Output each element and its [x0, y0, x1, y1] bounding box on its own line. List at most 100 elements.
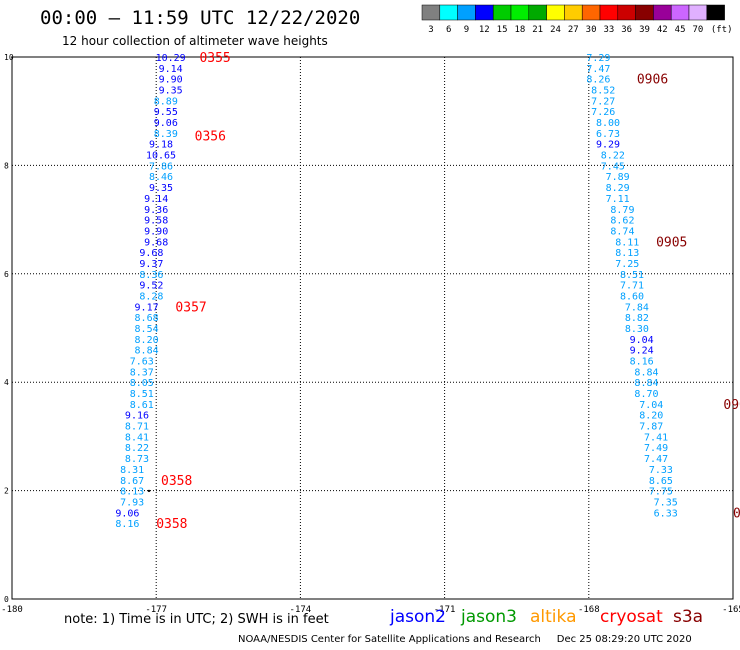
wave-height-label: 9.35 — [149, 183, 173, 194]
wave-height-label: 7.47 — [644, 454, 668, 465]
wave-height-label: 8.13 — [120, 487, 144, 498]
wave-height-label: 9.14 — [144, 194, 168, 205]
wave-height-label: 10.65 — [146, 151, 176, 162]
wave-height-label: 8.61 — [130, 400, 154, 411]
wave-height-label: 7.04 — [639, 400, 663, 411]
wave-height-label: 8.60 — [620, 291, 644, 302]
wave-height-label: 9.36 — [144, 205, 168, 216]
chart-title: 00:00 – 11:59 UTC 12/22/2020 — [40, 7, 361, 29]
x-tick-label: -171 — [434, 605, 456, 615]
colorbar-label: 36 — [621, 25, 632, 35]
wave-height-label: 7.41 — [644, 432, 668, 443]
colorbar-swatch — [564, 4, 583, 21]
wave-height-label: 9.35 — [159, 86, 183, 97]
wave-height-label: 8.37 — [130, 367, 154, 378]
wave-height-label: 7.86 — [149, 161, 173, 172]
wave-height-label: 7.29 — [586, 53, 610, 64]
units-note: note: 1) Time is in UTC; 2) SWH is in fe… — [64, 612, 329, 627]
colorbar-swatch — [510, 4, 530, 21]
wave-height-label: 8.82 — [625, 313, 649, 324]
x-tick-label: -165 — [722, 605, 740, 615]
wave-height-label: 9.90 — [144, 226, 168, 237]
wave-height-label: 8.74 — [610, 226, 634, 237]
x-tick-label: -168 — [578, 605, 600, 615]
footer-credit: NOAA/NESDIS Center for Satellite Applica… — [238, 634, 692, 645]
wave-height-label: 7.93 — [120, 497, 144, 508]
wave-height-label: 7.26 — [591, 107, 615, 118]
y-tick-label: 0 — [4, 595, 9, 604]
wave-height-label: 7.71 — [620, 281, 644, 292]
wave-height-label: 9.24 — [630, 346, 654, 357]
colorbar-swatch — [635, 4, 654, 21]
wave-height-label: 9.16 — [125, 411, 149, 422]
wave-height-label: 8.13 — [615, 248, 639, 259]
y-tick-label: 8 — [4, 161, 9, 170]
wave-height-label: 8.22 — [601, 151, 625, 162]
wave-height-label: 8.26 — [586, 75, 610, 86]
wave-height-label: 8.73 — [125, 454, 149, 465]
wave-height-label: 8.89 — [154, 96, 178, 107]
x-tick-label: -180 — [1, 605, 23, 615]
y-tick-label: 10 — [4, 53, 14, 62]
time-label: 0357 — [175, 300, 206, 315]
wave-height-label: 7.87 — [639, 422, 663, 433]
time-label: 0905 — [656, 235, 687, 250]
colorbar-swatch — [706, 4, 725, 21]
colorbar-swatch — [599, 4, 619, 21]
wave-height-label: 8.52 — [591, 86, 615, 97]
wave-height-label: 7.49 — [644, 443, 668, 454]
wave-height-label: 8.62 — [610, 216, 634, 227]
plot-frame — [11, 56, 734, 600]
wave-height-label: 8.16 — [630, 357, 654, 368]
x-tick-label: -177 — [145, 605, 167, 615]
wave-height-label: 7.11 — [606, 194, 630, 205]
colorbar-label: 3 — [428, 25, 433, 35]
colorbar-label: 33 — [603, 25, 614, 35]
wave-height-label: 7.35 — [654, 497, 678, 508]
colorbar-swatch — [546, 4, 565, 21]
wave-height-label: 7.84 — [625, 302, 649, 313]
colorbar-label: 15 — [497, 25, 508, 35]
wave-height-label: 8.39 — [154, 129, 178, 140]
wave-height-label: 8.30 — [625, 324, 649, 335]
time-label: 0906 — [637, 73, 668, 88]
colorbar-swatch — [475, 4, 494, 21]
wave-height-label: 6.73 — [596, 129, 620, 140]
colorbar-swatch — [670, 4, 690, 21]
wave-height-label: 8.54 — [135, 324, 159, 335]
wave-height-label: 8.84 — [135, 346, 159, 357]
wave-height-label: 9.37 — [139, 259, 163, 270]
wave-height-label: 8.41 — [125, 432, 149, 443]
wave-height-label: 8.51 — [620, 270, 644, 281]
colorbar-swatch — [421, 4, 441, 21]
wave-height-label: 9.52 — [139, 281, 163, 292]
y-tick-label: 2 — [4, 487, 9, 496]
legend-jason3: jason3 — [461, 607, 517, 627]
colorbar-swatch — [653, 4, 672, 21]
colorbar-label: 18 — [514, 25, 525, 35]
wave-height-label: 8.20 — [639, 411, 663, 422]
wave-height-label: 9.29 — [596, 140, 620, 151]
colorbar-swatch — [457, 4, 476, 21]
time-label: 0358 — [156, 517, 187, 532]
wave-height-label: 9.58 — [144, 216, 168, 227]
wave-height-label: 8.68 — [135, 313, 159, 324]
wave-height-label: 9.55 — [154, 107, 178, 118]
wave-height-label: 8.00 — [596, 118, 620, 129]
wave-height-label: 8.65 — [649, 476, 673, 487]
wave-height-label: 9.18 — [149, 140, 173, 151]
wave-height-label: 9.06 — [154, 118, 178, 129]
wave-height-label: 8.31 — [120, 465, 144, 476]
colorbar-label: 6 — [446, 25, 451, 35]
legend-cryosat: cryosat — [600, 607, 663, 627]
wave-height-label: 8.84 — [634, 378, 658, 389]
wave-height-label: 6.33 — [654, 508, 678, 519]
wave-height-label: 9.68 — [139, 248, 163, 259]
legend-s3a: s3a — [673, 607, 704, 627]
wave-height-label: 7.75 — [649, 487, 673, 498]
colorbar-label: 12 — [479, 25, 490, 35]
wave-height-label: 8.36 — [139, 270, 163, 281]
colorbar-label: 30 — [586, 25, 597, 35]
colorbar-label: 21 — [532, 25, 543, 35]
